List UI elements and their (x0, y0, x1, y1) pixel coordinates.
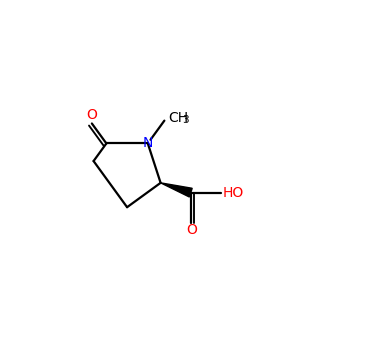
Text: CH: CH (169, 111, 189, 125)
Text: N: N (142, 136, 153, 150)
Text: 3: 3 (182, 115, 188, 125)
Text: HO: HO (223, 186, 244, 200)
Text: O: O (86, 108, 97, 122)
Polygon shape (160, 183, 192, 197)
Text: O: O (186, 223, 197, 237)
